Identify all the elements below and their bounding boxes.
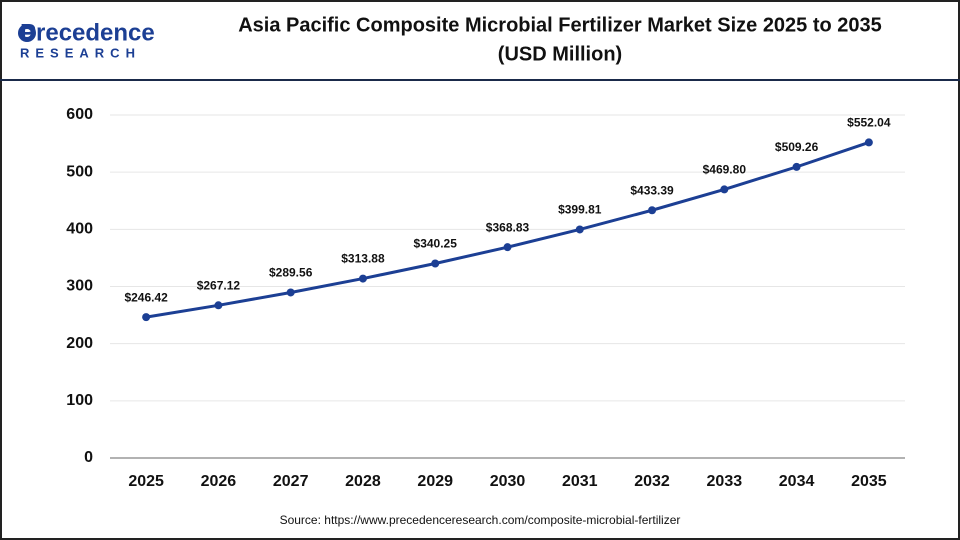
y-tick-label: 600 bbox=[66, 106, 93, 123]
value-label: $433.39 bbox=[630, 183, 674, 197]
x-tick-label: 2027 bbox=[273, 473, 309, 490]
point bbox=[648, 206, 657, 215]
x-tick-label: 2028 bbox=[345, 473, 381, 490]
logo: Precedence RESEARCH bbox=[18, 19, 155, 60]
x-tick-label: 2025 bbox=[128, 473, 164, 490]
logo-tagline: RESEARCH bbox=[20, 45, 141, 60]
value-label: $246.42 bbox=[124, 290, 168, 304]
value-label: $469.80 bbox=[703, 163, 747, 177]
x-tick-label: 2031 bbox=[562, 473, 598, 490]
point bbox=[358, 274, 367, 283]
point bbox=[575, 225, 584, 234]
point bbox=[214, 301, 223, 310]
y-tick-label: 200 bbox=[66, 335, 93, 352]
y-tick-label: 500 bbox=[66, 163, 93, 180]
value-label: $509.26 bbox=[775, 140, 819, 154]
point bbox=[286, 288, 295, 297]
value-label: $399.81 bbox=[558, 203, 602, 217]
y-tick-label: 300 bbox=[66, 278, 93, 295]
y-tick-label: 100 bbox=[66, 392, 93, 409]
x-tick-label: 2033 bbox=[707, 473, 743, 490]
x-tick-label: 2032 bbox=[634, 473, 670, 490]
point bbox=[142, 313, 151, 322]
point bbox=[431, 259, 440, 268]
x-tick-label: 2030 bbox=[490, 473, 526, 490]
x-tick-label: 2026 bbox=[201, 473, 237, 490]
chart-title: Asia Pacific Composite Microbial Fertili… bbox=[238, 14, 882, 36]
point bbox=[792, 162, 801, 171]
chart-subtitle: (USD Million) bbox=[498, 43, 622, 65]
value-label: $552.04 bbox=[847, 116, 891, 130]
value-label: $313.88 bbox=[341, 252, 385, 266]
x-tick-label: 2034 bbox=[779, 473, 815, 490]
logo-name: Precedence bbox=[20, 19, 155, 46]
y-tick-label: 0 bbox=[84, 449, 93, 466]
x-tick-label: 2029 bbox=[417, 473, 453, 490]
value-label: $368.83 bbox=[486, 220, 530, 234]
value-label: $289.56 bbox=[269, 266, 313, 280]
point bbox=[864, 138, 873, 147]
logo-icon-hole bbox=[23, 29, 31, 37]
x-tick-label: 2035 bbox=[851, 473, 887, 490]
source: Source: https://www.precedenceresearch.c… bbox=[280, 513, 681, 527]
value-label: $340.25 bbox=[414, 237, 458, 251]
value-label: $267.12 bbox=[197, 278, 241, 292]
point bbox=[503, 243, 512, 252]
y-tick-label: 400 bbox=[66, 221, 93, 238]
point bbox=[720, 185, 729, 194]
